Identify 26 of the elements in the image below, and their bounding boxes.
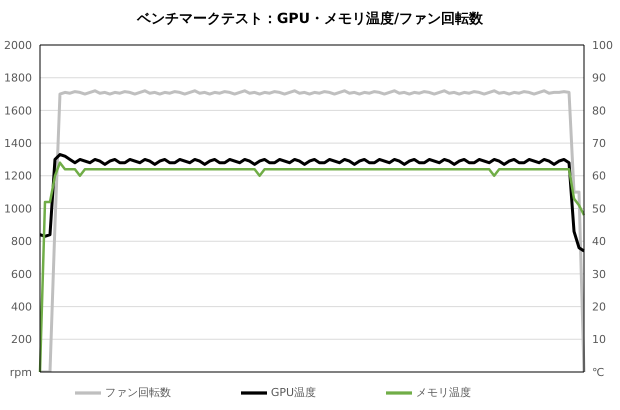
y-tick-label: 800 xyxy=(11,235,32,248)
y-tick-label: 1200 xyxy=(4,170,32,183)
y-tick-label: 1400 xyxy=(4,137,32,150)
y2-tick-label: 30 xyxy=(592,268,606,281)
y2-tick-label: 60 xyxy=(592,170,606,183)
legend-label: GPU温度 xyxy=(270,386,316,400)
y-tick-label: 1600 xyxy=(4,104,32,118)
chart-title: ベンチマークテスト：GPU・メモリ温度/ファン回転数 xyxy=(136,10,484,29)
y2-tick-label: 80 xyxy=(592,104,606,118)
y2-tick-label: 100 xyxy=(592,38,613,52)
legend-label: メモリ温度 xyxy=(416,386,472,400)
y2-tick-label: 70 xyxy=(592,137,606,150)
y-tick-label: 2000 xyxy=(4,38,32,52)
y2-tick-label: 90 xyxy=(592,72,606,85)
y2-tick-label: ℃ xyxy=(592,366,604,379)
y-tick-label: 400 xyxy=(11,300,32,314)
y-tick-label: 1800 xyxy=(4,72,32,85)
y2-tick-label: 20 xyxy=(592,300,606,314)
y-tick-label: 600 xyxy=(11,268,32,281)
y2-tick-label: 50 xyxy=(592,202,606,216)
y2-tick-label: 40 xyxy=(592,235,606,248)
y-tick-label: 200 xyxy=(11,333,32,346)
y-tick-label: rpm xyxy=(10,366,32,379)
y-tick-label: 1000 xyxy=(4,202,32,216)
legend-label: ファン回転数 xyxy=(104,386,171,400)
y2-tick-label: 10 xyxy=(592,333,606,346)
